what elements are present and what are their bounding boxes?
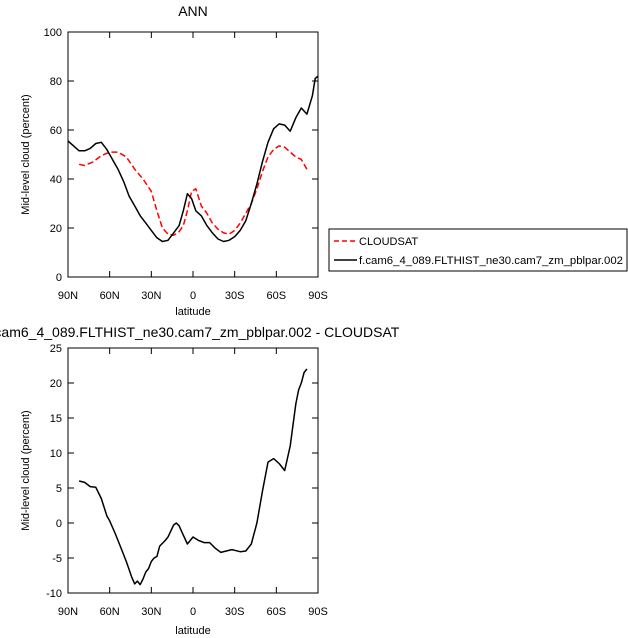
bottom-chart-plot-frame <box>67 347 319 594</box>
bottom-y-tick-label: -10 <box>46 588 62 600</box>
top-x-tick-label: 0 <box>190 290 196 302</box>
top-x-tick-label: 90S <box>308 290 328 302</box>
top-y-tick-label: 20 <box>50 223 62 235</box>
bottom-chart-series-group <box>78 368 308 586</box>
bottom-x-tick-label: 60N <box>100 606 120 618</box>
top-y-tick-label: 80 <box>50 76 62 88</box>
bottom-y-tick-label: 20 <box>50 378 62 390</box>
top-chart-plot-frame <box>67 31 319 278</box>
top-series-line-0 <box>78 145 308 237</box>
top-chart: ANN 90N 60N 30N 0 30S 60S 90S 0 20 40 60 80 100 lati… <box>20 3 328 318</box>
legend-box <box>328 228 628 272</box>
top-chart-xlabel: latitude <box>175 306 210 318</box>
top-chart-title: ANN <box>178 3 208 19</box>
bottom-chart: f.cam6_4_089.FLTHIST_ne30.cam7_zm_pblpar… <box>0 324 400 637</box>
bottom-x-tick-label: 30S <box>225 606 245 618</box>
bottom-series-line-0 <box>78 368 308 586</box>
top-chart-series-group <box>67 75 319 243</box>
bottom-x-tick-label: 60S <box>267 606 287 618</box>
top-y-tick-label: 0 <box>56 272 62 284</box>
bottom-x-tick-label: 30N <box>141 606 161 618</box>
bottom-y-tick-label: 0 <box>56 518 62 530</box>
bottom-y-tick-label: 15 <box>50 413 62 425</box>
bottom-x-tick-label: 90N <box>58 606 78 618</box>
top-y-tick-label: 40 <box>50 174 62 186</box>
top-x-tick-label: 30S <box>225 290 245 302</box>
top-x-tick-label: 30N <box>141 290 161 302</box>
bottom-chart-xlabel: latitude <box>175 625 210 637</box>
bottom-chart-ylabel: Mid-level cloud (percent) <box>20 410 32 530</box>
top-x-tick-label: 90N <box>58 290 78 302</box>
top-x-tick-label: 60S <box>267 290 287 302</box>
bottom-x-tick-label: 0 <box>190 606 196 618</box>
top-x-tick-label: 60N <box>100 290 120 302</box>
legend-label-cloudsat: CLOUDSAT <box>359 236 418 248</box>
top-y-tick-label: 100 <box>44 27 62 39</box>
top-chart-ylabel: Mid-level cloud (percent) <box>20 94 32 214</box>
legend-label-model: f.cam6_4_089.FLTHIST_ne30.cam7_zm_pblpar… <box>359 255 623 267</box>
legend: CLOUDSAT f.cam6_4_089.FLTHIST_ne30.cam7_… <box>328 228 628 272</box>
bottom-x-tick-label: 90S <box>308 606 328 618</box>
bottom-chart-ticks: 90N 60N 30N 0 30S 60S 90S -10 -5 0 5 10 15 20 25 <box>46 343 328 618</box>
top-series-line-1 <box>67 75 319 243</box>
bottom-y-tick-label: 25 <box>50 343 62 355</box>
bottom-y-tick-label: 5 <box>56 483 62 495</box>
bottom-y-tick-label: -5 <box>52 553 62 565</box>
top-y-tick-label: 60 <box>50 125 62 137</box>
bottom-chart-title: f.cam6_4_089.FLTHIST_ne30.cam7_zm_pblpar… <box>0 324 400 340</box>
top-chart-ticks: 90N 60N 30N 0 30S 60S 90S 0 20 40 60 80 100 <box>44 27 328 302</box>
bottom-y-tick-label: 10 <box>50 448 62 460</box>
